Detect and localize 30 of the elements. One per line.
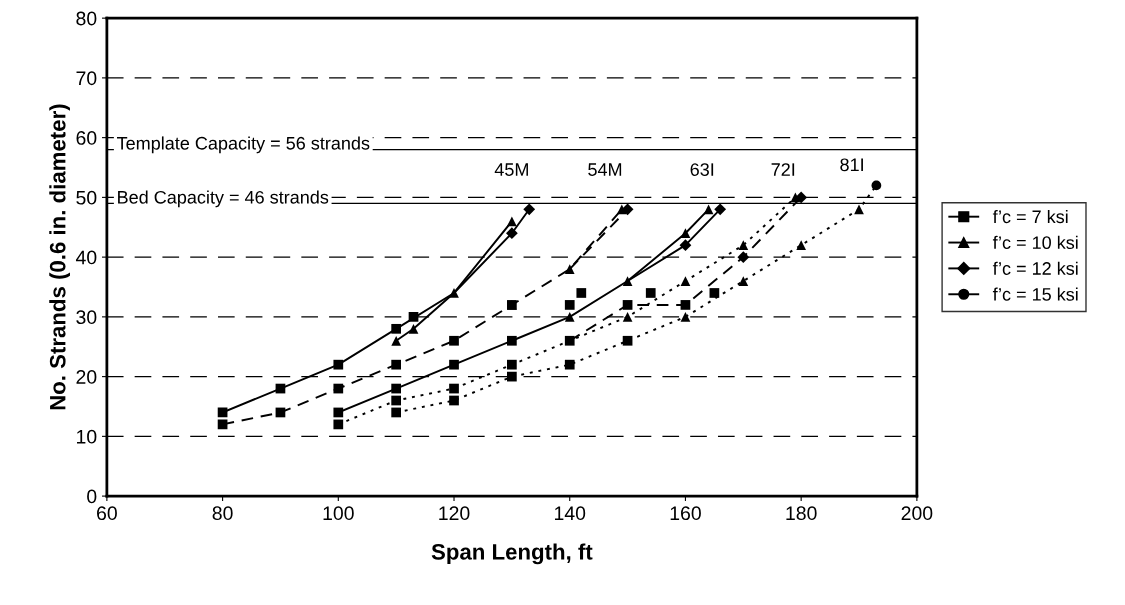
- legend-label: f’c = 15 ksi: [992, 287, 1078, 301]
- y-axis-title: No. Strands (0.6 in. diameter): [49, 104, 70, 410]
- x-tick-label: 60: [97, 506, 117, 521]
- y-tick-label: 10: [77, 429, 97, 444]
- annotation: 81I: [840, 158, 863, 172]
- x-tick-label: 120: [439, 506, 470, 521]
- y-tick-label: 30: [76, 310, 97, 325]
- annotation: 63I: [690, 163, 714, 176]
- x-tick-label: 180: [786, 506, 817, 521]
- legend-label: f’c = 10 ksi: [992, 235, 1078, 250]
- legend-label: f’c = 12 ksi: [992, 261, 1078, 275]
- y-tick-label: 60: [76, 131, 97, 145]
- y-tick-label: 50: [76, 190, 97, 205]
- annotation: Bed Capacity = 46 strands: [118, 190, 329, 208]
- y-tick-label: 0: [87, 489, 97, 504]
- legend-label: f’c = 7 ksi: [992, 209, 1068, 224]
- annotation: 45M: [494, 163, 528, 176]
- y-tick-label: 80: [76, 11, 97, 26]
- x-tick-label: 140: [555, 506, 586, 521]
- annotation: 54M: [588, 163, 622, 176]
- y-tick-label: 20: [76, 370, 97, 384]
- x-tick-label: 160: [670, 506, 701, 521]
- x-tick-label: 100: [323, 506, 354, 521]
- y-tick-label: 70: [76, 71, 97, 86]
- annotation: Template Capacity = 56 strands: [117, 136, 370, 154]
- x-tick-label: 200: [901, 506, 933, 521]
- x-tick-label: 80: [212, 506, 233, 521]
- y-tick-label: 40: [75, 250, 97, 265]
- annotation: 72I: [771, 163, 795, 176]
- x-axis-title: Span Length, ft: [431, 543, 593, 565]
